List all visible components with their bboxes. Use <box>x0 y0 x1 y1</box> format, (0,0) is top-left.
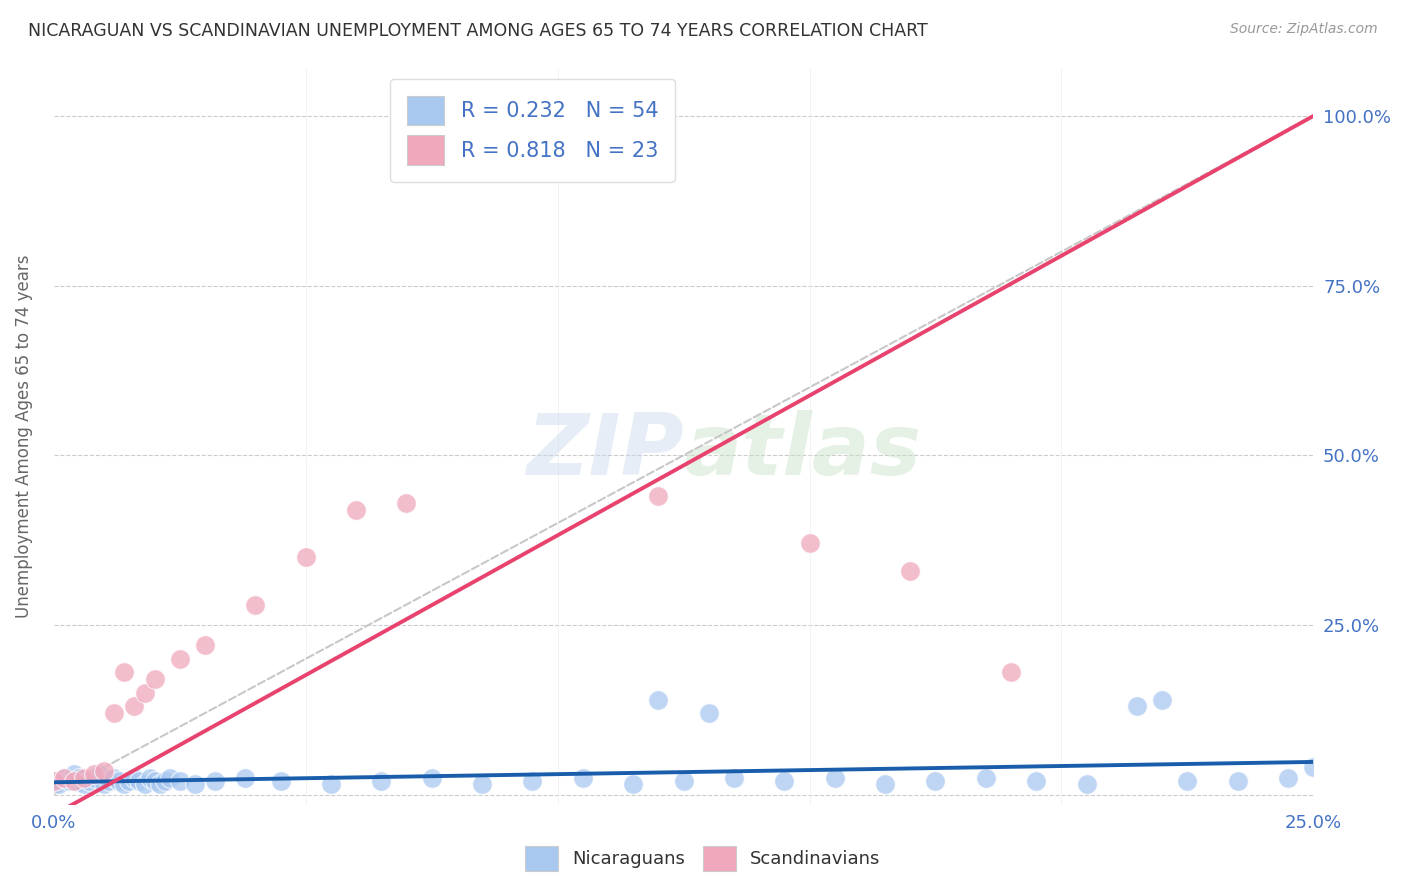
Point <box>1076 777 1098 791</box>
Point <box>204 773 226 788</box>
Point <box>93 777 115 791</box>
Point <box>103 771 125 785</box>
Point <box>824 771 846 785</box>
Point <box>134 686 156 700</box>
Point <box>138 771 160 785</box>
Point <box>134 777 156 791</box>
Point <box>471 777 494 791</box>
Point <box>159 771 181 785</box>
Point <box>496 109 519 123</box>
Point <box>42 773 65 788</box>
Point <box>294 549 316 564</box>
Point <box>98 773 121 788</box>
Point <box>194 638 217 652</box>
Point <box>58 773 80 788</box>
Point <box>112 777 135 791</box>
Point <box>143 672 166 686</box>
Point <box>647 692 669 706</box>
Point <box>73 777 96 791</box>
Point <box>924 773 946 788</box>
Point <box>143 773 166 788</box>
Point <box>873 777 896 791</box>
Y-axis label: Unemployment Among Ages 65 to 74 years: Unemployment Among Ages 65 to 74 years <box>15 255 32 618</box>
Point <box>63 773 86 788</box>
Text: NICARAGUAN VS SCANDINAVIAN UNEMPLOYMENT AMONG AGES 65 TO 74 YEARS CORRELATION CH: NICARAGUAN VS SCANDINAVIAN UNEMPLOYMENT … <box>28 22 928 40</box>
Point <box>370 773 392 788</box>
Point <box>319 777 342 791</box>
Point <box>52 771 75 785</box>
Point <box>1152 692 1174 706</box>
Point <box>1302 760 1324 774</box>
Point <box>108 773 131 788</box>
Point <box>672 773 695 788</box>
Text: atlas: atlas <box>683 409 922 492</box>
Point <box>63 767 86 781</box>
Point <box>128 773 150 788</box>
Point <box>621 777 644 791</box>
Point <box>153 773 176 788</box>
Point <box>1277 771 1299 785</box>
Point <box>446 109 468 123</box>
Point <box>89 767 111 781</box>
Point <box>83 771 105 785</box>
Point <box>233 771 256 785</box>
Point <box>42 773 65 788</box>
Point <box>697 706 720 720</box>
Point <box>124 699 146 714</box>
Point <box>184 777 207 791</box>
Point <box>124 771 146 785</box>
Point <box>83 767 105 781</box>
Point <box>48 777 70 791</box>
Point <box>245 598 267 612</box>
Point <box>118 773 141 788</box>
Text: Source: ZipAtlas.com: Source: ZipAtlas.com <box>1230 22 1378 37</box>
Point <box>112 665 135 680</box>
Point <box>93 764 115 778</box>
Point <box>974 771 997 785</box>
Point <box>898 564 921 578</box>
Point <box>572 771 595 785</box>
Point <box>1226 773 1249 788</box>
Point <box>67 771 90 785</box>
Point <box>420 771 443 785</box>
Point <box>77 773 100 788</box>
Point <box>67 775 90 789</box>
Point <box>270 773 292 788</box>
Point <box>1025 773 1047 788</box>
Point <box>52 771 75 785</box>
Point <box>395 496 418 510</box>
Point <box>1175 773 1198 788</box>
Point <box>344 502 367 516</box>
Point <box>1000 665 1022 680</box>
Point <box>103 706 125 720</box>
Point <box>723 771 745 785</box>
Legend: R = 0.232   N = 54, R = 0.818   N = 23: R = 0.232 N = 54, R = 0.818 N = 23 <box>389 78 675 182</box>
Legend: Nicaraguans, Scandinavians: Nicaraguans, Scandinavians <box>519 838 887 879</box>
Point <box>169 652 191 666</box>
Point <box>73 771 96 785</box>
Point <box>647 489 669 503</box>
Point <box>149 777 172 791</box>
Point <box>522 773 544 788</box>
Point <box>773 773 796 788</box>
Point <box>799 536 821 550</box>
Text: ZIP: ZIP <box>526 409 683 492</box>
Point <box>169 773 191 788</box>
Point <box>1126 699 1149 714</box>
